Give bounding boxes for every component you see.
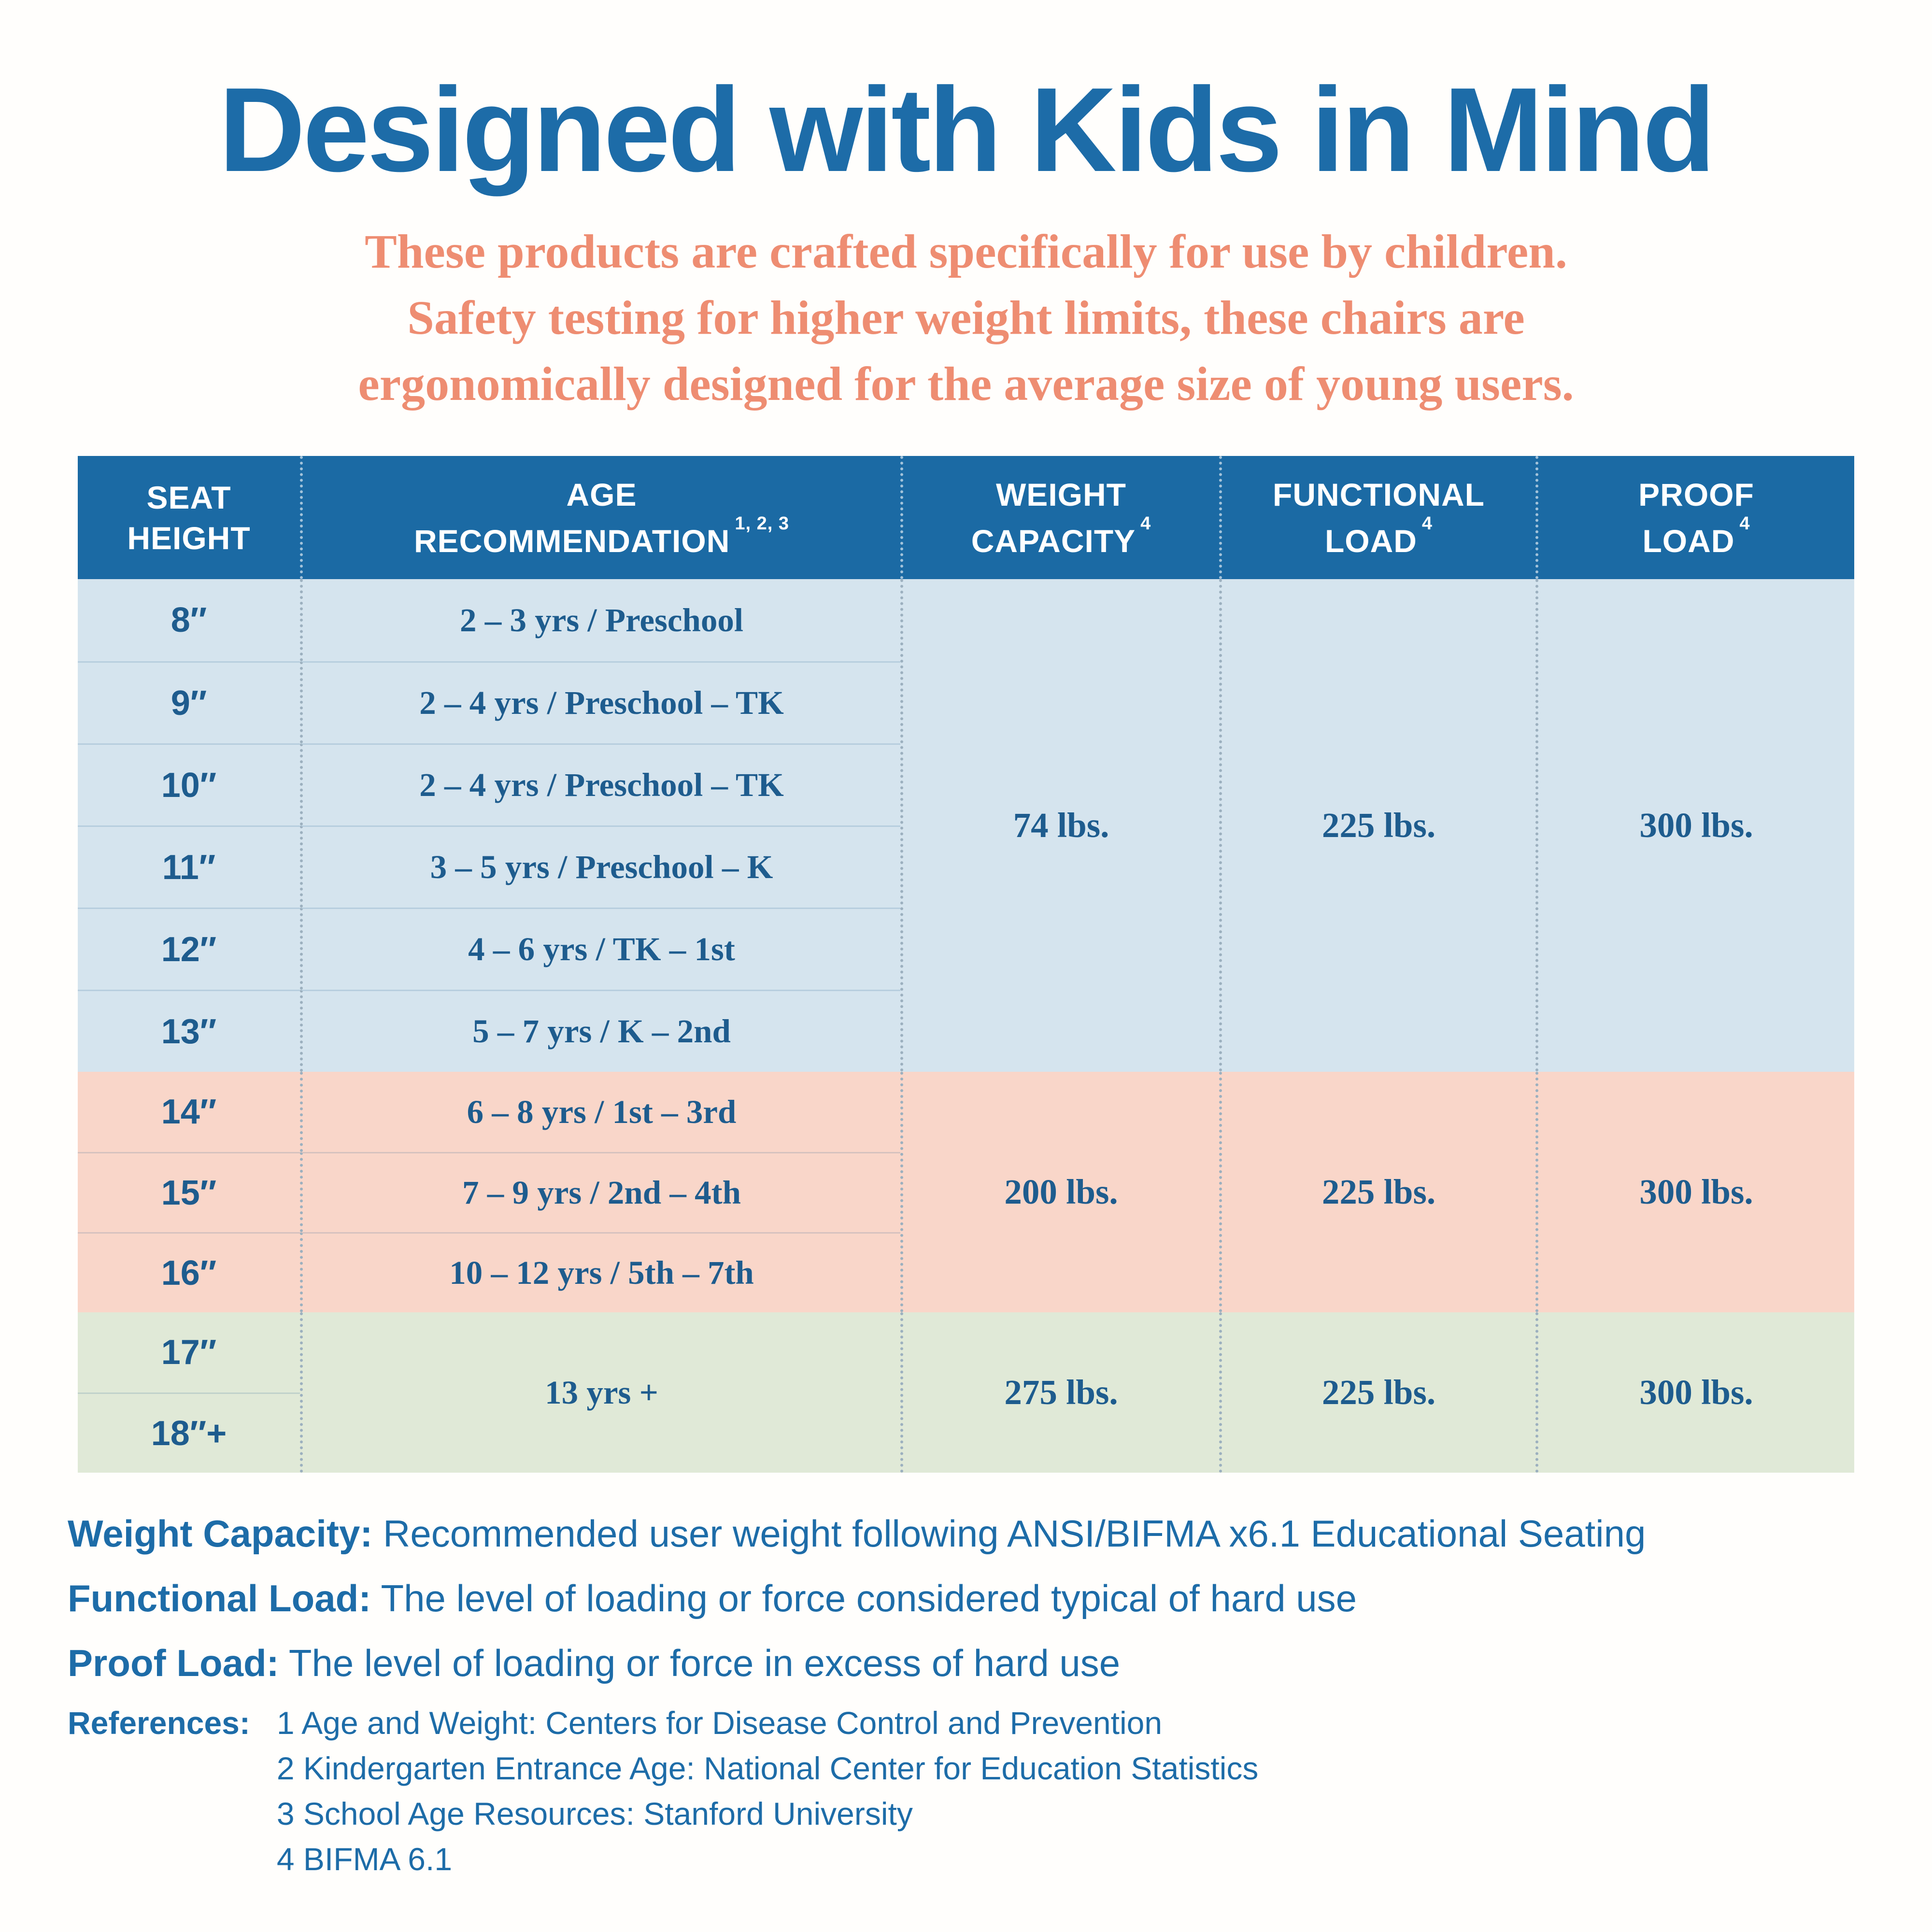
functional-load-cell: 225 lbs.: [1219, 579, 1535, 1072]
header-footnote: 4: [1739, 513, 1750, 534]
age-cell: 4 – 6 yrs / TK – 1st: [300, 908, 900, 990]
weight-capacity-cell: 200 lbs.: [900, 1072, 1219, 1312]
age-cell: 7 – 9 yrs / 2nd – 4th: [300, 1152, 900, 1232]
subtitle: These products are crafted specifically …: [0, 218, 1932, 417]
definition-proof-load: Proof Load: The level of loading or forc…: [68, 1631, 1646, 1695]
header-line: PROOF: [1638, 476, 1754, 512]
header-line: RECOMMENDATION 1, 2, 3: [413, 513, 790, 561]
definition-functional-load: Functional Load: The level of loading or…: [68, 1566, 1646, 1631]
header-age-recommendation: AGE RECOMMENDATION 1, 2, 3: [300, 456, 900, 579]
seat-height-cell: 17″: [78, 1312, 300, 1392]
references: References: 1 Age and Weight: Centers fo…: [68, 1700, 1258, 1882]
header-line: AGE: [566, 476, 637, 512]
definition-weight-capacity: Weight Capacity: Recommended user weight…: [68, 1501, 1646, 1566]
age-cell: 2 – 4 yrs / Preschool – TK: [300, 661, 900, 743]
header-text: LOAD: [1324, 523, 1417, 559]
age-cell: 13 yrs +: [300, 1312, 900, 1473]
seat-height-cell: 14″: [78, 1072, 300, 1152]
reference-item: 1 Age and Weight: Centers for Disease Co…: [276, 1705, 1163, 1741]
seat-height-cell: 8″: [78, 579, 300, 661]
definition-text: The level of loading or force in excess …: [288, 1642, 1121, 1684]
subtitle-line: These products are crafted specifically …: [365, 225, 1567, 278]
proof-load-cell: 300 lbs.: [1535, 1312, 1854, 1473]
seat-height-cell: 18″+: [78, 1392, 300, 1473]
references-items: 1 Age and Weight: Centers for Disease Co…: [277, 1700, 1259, 1882]
age-cell: 10 – 12 yrs / 5th – 7th: [300, 1232, 900, 1312]
functional-load-cell: 225 lbs.: [1219, 1072, 1535, 1312]
header-seat-height: SEAT HEIGHT: [78, 456, 300, 579]
header-weight-capacity: WEIGHT CAPACITY 4: [900, 456, 1219, 579]
reference-item: 4 BIFMA 6.1: [276, 1841, 453, 1877]
seat-height-cell: 13″: [78, 990, 300, 1072]
age-cell: 2 – 3 yrs / Preschool: [300, 579, 900, 661]
age-cell: 5 – 7 yrs / K – 2nd: [300, 990, 900, 1072]
references-label: References:: [68, 1705, 250, 1741]
definition-text: Recommended user weight following ANSI/B…: [383, 1512, 1646, 1555]
proof-load-cell: 300 lbs.: [1535, 579, 1854, 1072]
seat-height-cell: 10″: [78, 743, 300, 825]
seat-height-cell: 11″: [78, 825, 300, 908]
header-line: LOAD 4: [1324, 513, 1433, 561]
page-title: Designed with Kids in Mind: [219, 62, 1716, 197]
definition-term: Functional Load:: [68, 1577, 371, 1619]
header-text: CAPACITY: [971, 523, 1136, 559]
header-line: FUNCTIONAL: [1273, 476, 1485, 512]
age-cell: 2 – 4 yrs / Preschool – TK: [300, 743, 900, 825]
header-footnote: 4: [1421, 513, 1433, 534]
reference-item: 3 School Age Resources: Stanford Univers…: [276, 1796, 913, 1832]
seat-height-cell: 16″: [78, 1232, 300, 1312]
seat-height-cell: 15″: [78, 1152, 300, 1232]
seat-height-cell: 9″: [78, 661, 300, 743]
header-line: LOAD 4: [1642, 513, 1750, 561]
weight-capacity-cell: 275 lbs.: [900, 1312, 1219, 1473]
subtitle-line: Safety testing for higher weight limits,…: [407, 291, 1525, 344]
header-proof-load: PROOF LOAD 4: [1535, 456, 1854, 579]
header-text: LOAD: [1642, 523, 1735, 559]
age-cell: 3 – 5 yrs / Preschool – K: [300, 825, 900, 908]
header-line: HEIGHT: [127, 520, 251, 556]
header-line: SEAT: [146, 479, 231, 515]
seat-height-cell: 12″: [78, 908, 300, 990]
definition-term: Proof Load:: [68, 1642, 279, 1684]
functional-load-cell: 225 lbs.: [1219, 1312, 1535, 1473]
subtitle-line: ergonomically designed for the average s…: [358, 357, 1574, 411]
header-text: RECOMMENDATION: [413, 523, 730, 559]
header-line: CAPACITY 4: [971, 513, 1151, 561]
age-cell: 6 – 8 yrs / 1st – 3rd: [300, 1072, 900, 1152]
definitions: Weight Capacity: Recommended user weight…: [68, 1501, 1646, 1695]
definition-term: Weight Capacity:: [68, 1512, 373, 1555]
weight-capacity-cell: 74 lbs.: [900, 579, 1219, 1072]
header-footnote: 4: [1140, 513, 1151, 534]
spec-table: SEAT HEIGHT AGE RECOMMENDATION 1, 2, 3 WE…: [78, 456, 1854, 1473]
proof-load-cell: 300 lbs.: [1535, 1072, 1854, 1312]
header-line: WEIGHT: [996, 476, 1126, 512]
reference-item: 2 Kindergarten Entrance Age: National Ce…: [276, 1750, 1259, 1786]
definition-text: The level of loading or force considered…: [381, 1577, 1357, 1619]
header-footnote: 1, 2, 3: [735, 513, 790, 534]
header-functional-load: FUNCTIONAL LOAD 4: [1219, 456, 1535, 579]
